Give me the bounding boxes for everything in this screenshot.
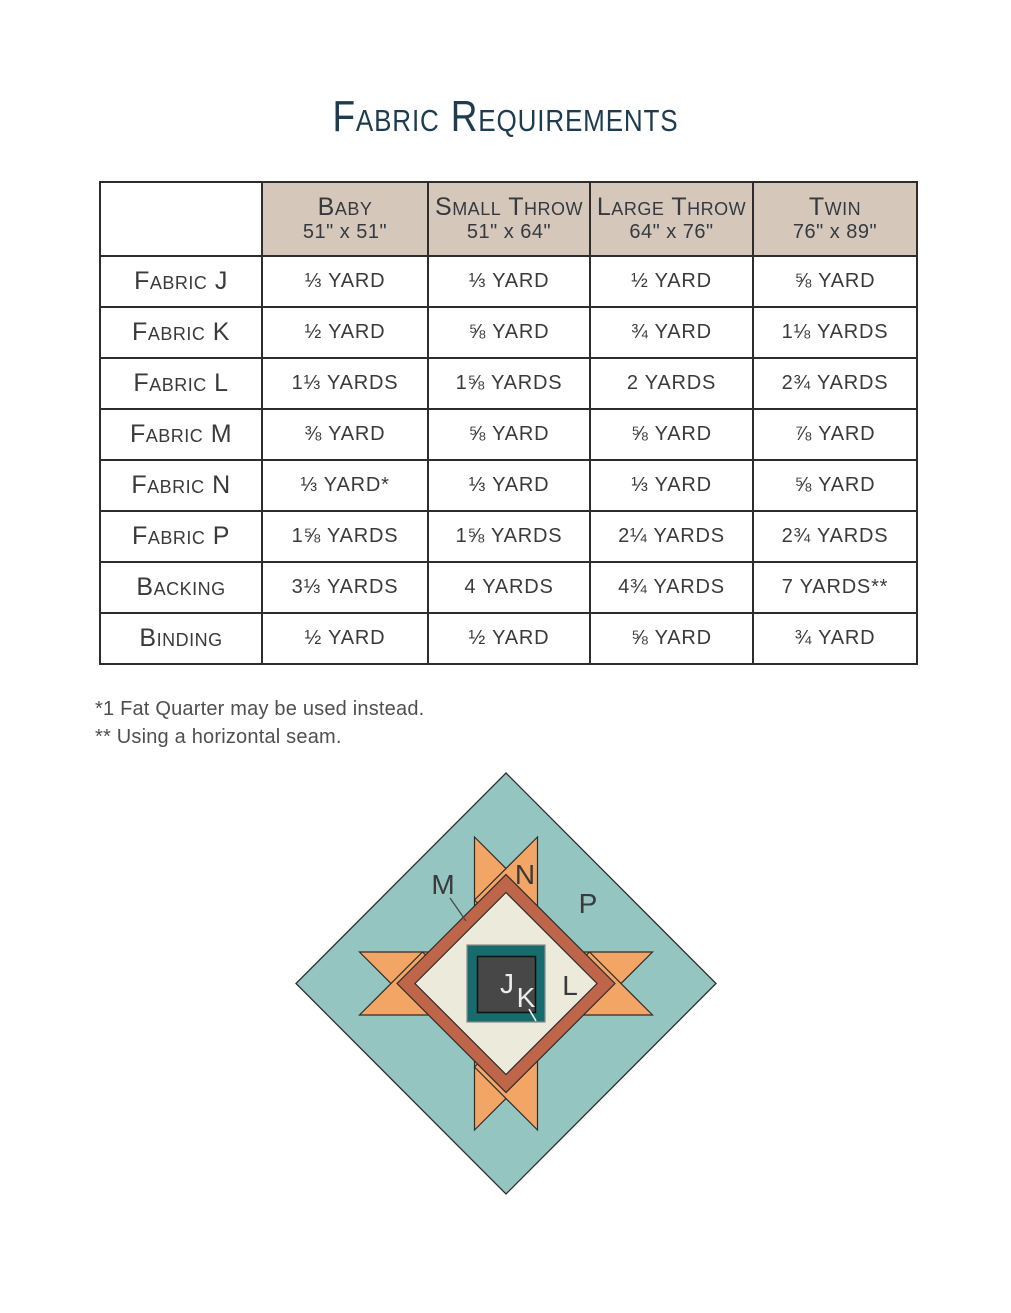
yardage-cell: ⅞ YARD — [752, 408, 918, 461]
table-row-backing: Backing 3⅓ YARDS 4 YARDS 4¾ YARDS 7 YARD… — [99, 561, 918, 614]
table-row-fabric-k: Fabric K ½ YARD ⅝ YARD ¾ YARD 1⅛ YARDS — [99, 306, 918, 359]
size-dimensions: 51" x 51" — [302, 221, 388, 243]
label-n: N — [515, 859, 535, 890]
column-header-small-throw: Small Throw 51" x 64" — [427, 181, 591, 257]
table-row-fabric-m: Fabric M ⅜ YARD ⅝ YARD ⅝ YARD ⅞ YARD — [99, 408, 918, 461]
size-dimensions: 64" x 76" — [629, 221, 714, 243]
yardage-cell: 1⅝ YARDS — [427, 510, 591, 563]
table-row-fabric-p: Fabric P 1⅝ YARDS 1⅝ YARDS 2¼ YARDS 2¾ Y… — [99, 510, 918, 563]
yardage-cell: ½ YARD — [427, 612, 591, 665]
table-row-fabric-j: Fabric J ⅓ YARD ⅓ YARD ½ YARD ⅝ YARD — [99, 255, 918, 308]
label-l: L — [562, 970, 578, 1001]
footnote-fat-quarter: *1 Fat Quarter may be used instead. — [95, 698, 425, 720]
size-name: Small Throw — [435, 193, 583, 221]
footnote-horizontal-seam: ** Using a horizontal seam. — [95, 726, 342, 748]
m-leader-line — [449, 897, 467, 922]
yardage-cell: ½ YARD — [589, 255, 754, 308]
yardage-cell: ¾ YARD — [589, 306, 754, 359]
header-empty-cell — [99, 181, 263, 257]
row-label: Fabric N — [99, 459, 263, 512]
yardage-cell: ⅝ YARD — [589, 612, 754, 665]
label-k: K — [517, 982, 536, 1013]
yardage-cell: ½ YARD — [261, 612, 429, 665]
yardage-cell: ⅝ YARD — [752, 459, 918, 512]
yardage-cell: 3⅓ YARDS — [261, 561, 429, 614]
row-label: Fabric K — [99, 306, 263, 359]
yardage-cell: ⅝ YARD — [427, 306, 591, 359]
size-name: Baby — [317, 193, 373, 221]
yardage-cell: ⅓ YARD — [427, 459, 591, 512]
yardage-cell: ½ YARD — [261, 306, 429, 359]
yardage-cell: ⅓ YARD — [427, 255, 591, 308]
label-m: M — [431, 869, 454, 900]
label-j: J — [500, 968, 514, 999]
yardage-cell: 1⅛ YARDS — [752, 306, 918, 359]
row-label: Fabric L — [99, 357, 263, 410]
footnotes: *1 Fat Quarter may be used instead. ** U… — [95, 695, 424, 751]
yardage-cell: ⅝ YARD — [589, 408, 754, 461]
yardage-cell: 2 YARDS — [589, 357, 754, 410]
size-dimensions: 51" x 64" — [466, 221, 552, 243]
label-p: P — [579, 888, 598, 919]
table-row-binding: Binding ½ YARD ½ YARD ⅝ YARD ¾ YARD — [99, 612, 918, 665]
fabric-requirements-table: Baby 51" x 51" Small Throw 51" x 64" Lar… — [99, 181, 918, 665]
row-label: Binding — [99, 612, 263, 665]
table-row-fabric-n: Fabric N ⅓ YARD* ⅓ YARD ⅓ YARD ⅝ YARD — [99, 459, 918, 512]
yardage-cell: 4¾ YARDS — [589, 561, 754, 614]
yardage-cell: ⅓ YARD — [589, 459, 754, 512]
column-header-baby: Baby 51" x 51" — [261, 181, 429, 257]
column-header-twin: Twin 76" x 89" — [752, 181, 918, 257]
yardage-cell: 1⅝ YARDS — [427, 357, 591, 410]
page-title: Fabric Requirements — [332, 92, 679, 141]
row-label: Fabric J — [99, 255, 263, 308]
yardage-cell: ¾ YARD — [752, 612, 918, 665]
yardage-cell: 1⅝ YARDS — [261, 510, 429, 563]
yardage-cell: 2¾ YARDS — [752, 510, 918, 563]
k-leader-line — [528, 1008, 537, 1022]
header-row: Baby 51" x 51" Small Throw 51" x 64" Lar… — [99, 181, 918, 257]
size-dimensions: 76" x 89" — [792, 221, 878, 243]
row-label: Fabric P — [99, 510, 263, 563]
yardage-cell: ⅓ YARD — [261, 255, 429, 308]
row-label: Fabric M — [99, 408, 263, 461]
yardage-cell: ⅝ YARD — [752, 255, 918, 308]
row-label: Backing — [99, 561, 263, 614]
yardage-cell: ⅝ YARD — [427, 408, 591, 461]
table-row-fabric-l: Fabric L 1⅓ YARDS 1⅝ YARDS 2 YARDS 2¾ YA… — [99, 357, 918, 410]
column-header-large-throw: Large Throw 64" x 76" — [589, 181, 754, 257]
size-name: Twin — [808, 193, 862, 221]
yardage-cell: 1⅓ YARDS — [261, 357, 429, 410]
yardage-cell: ⅜ YARD — [261, 408, 429, 461]
yardage-cell: 2¼ YARDS — [589, 510, 754, 563]
yardage-cell: 2¾ YARDS — [752, 357, 918, 410]
size-name: Large Throw — [596, 193, 747, 221]
j-center-square — [476, 955, 537, 1014]
yardage-cell: ⅓ YARD* — [261, 459, 429, 512]
yardage-cell: 7 YARDS** — [752, 561, 918, 614]
yardage-cell: 4 YARDS — [427, 561, 591, 614]
